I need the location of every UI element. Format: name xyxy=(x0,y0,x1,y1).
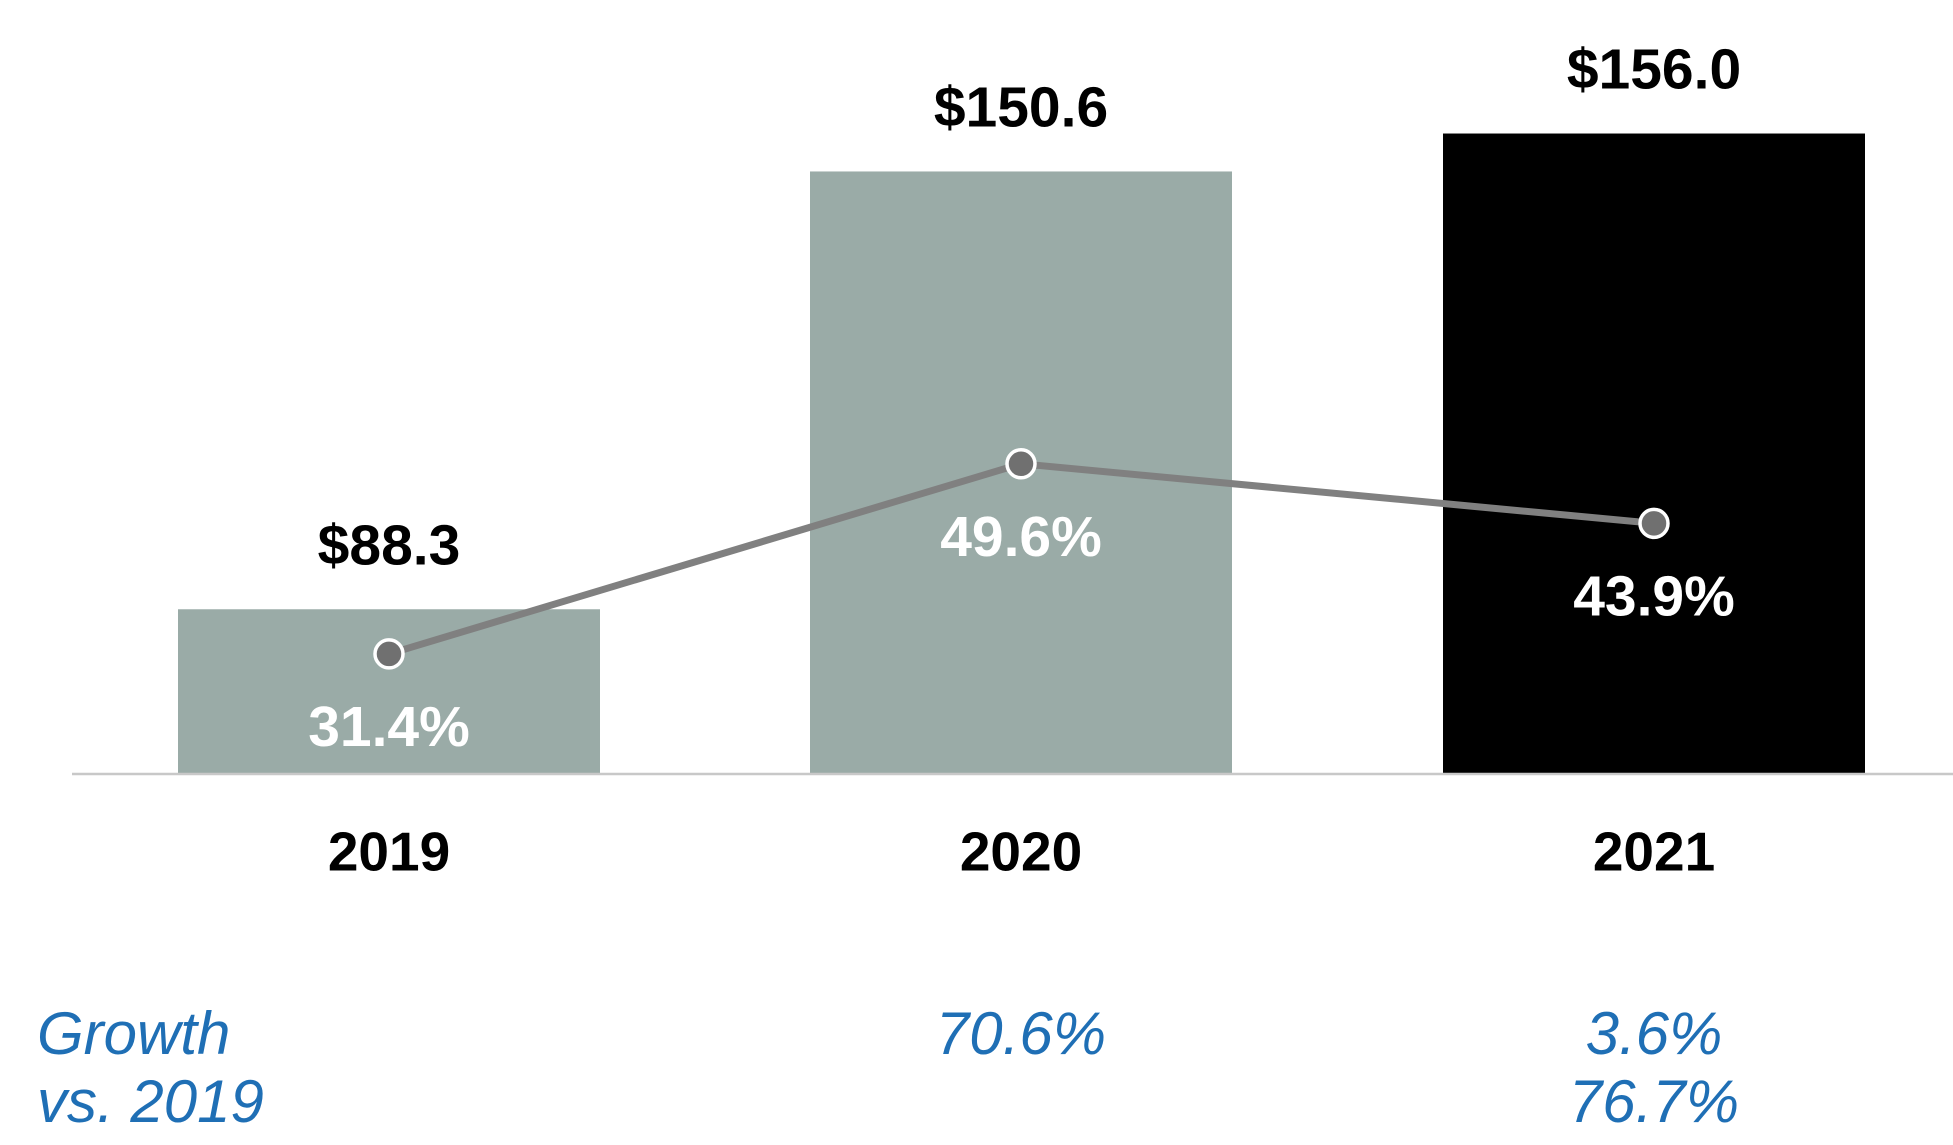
bar-value-label: $156.0 xyxy=(1567,38,1741,102)
line-marker xyxy=(1005,448,1037,480)
bar xyxy=(178,609,600,773)
growth-label: Growth xyxy=(37,1000,230,1067)
line-value-label: 43.9% xyxy=(1573,564,1735,628)
line-marker xyxy=(1638,507,1670,540)
line-value-label: 31.4% xyxy=(308,695,470,759)
bar-value-label: $150.6 xyxy=(934,76,1108,140)
growth-value: 76.7% xyxy=(1569,1068,1739,1135)
x-tick-label: 2021 xyxy=(1593,821,1715,883)
growth-value: 3.6% xyxy=(1586,1000,1723,1067)
line-marker xyxy=(373,638,405,670)
bar xyxy=(1443,133,1865,773)
bar-value-label: $88.3 xyxy=(318,513,461,577)
growth-label: vs. 2019 xyxy=(37,1068,264,1135)
growth-value: 70.6% xyxy=(936,1000,1106,1067)
line-value-label: 49.6% xyxy=(940,505,1102,569)
x-tick-label: 2019 xyxy=(328,821,450,883)
x-tick-label: 2020 xyxy=(960,821,1082,883)
